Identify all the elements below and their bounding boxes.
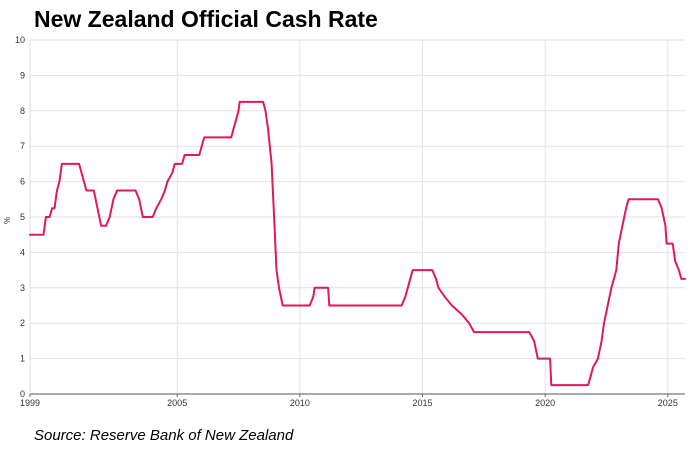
x-tick-label: 2010 (290, 398, 310, 408)
y-tick-label: 4 (20, 247, 25, 257)
x-tick-label: 2015 (412, 398, 432, 408)
x-axis-ticks: 1999 2005 2010 2015 2020 2025 (20, 394, 678, 408)
y-tick-label: 3 (20, 283, 25, 293)
y-tick-label: 8 (20, 106, 25, 116)
source-note: Source: Reserve Bank of New Zealand (34, 427, 294, 444)
y-tick-label: 0 (20, 389, 25, 399)
chart-series (29, 100, 686, 387)
chart-grid (29, 39, 685, 395)
y-tick-label: 5 (20, 212, 25, 222)
y-axis-ticks: 0 1 2 3 4 5 6 7 8 9 10 (15, 35, 25, 399)
y-tick-label: 7 (20, 141, 25, 151)
y-tick-label: 1 (20, 354, 25, 364)
chart-axes (29, 40, 685, 395)
page-title: New Zealand Official Cash Rate (34, 6, 378, 32)
x-tick-label: 2020 (535, 398, 555, 408)
series-line-official-cash-rate (29, 100, 686, 387)
x-tick-label: 1999 (20, 398, 40, 408)
y-tick-label: 2 (20, 318, 25, 328)
y-tick-label: 6 (20, 177, 25, 187)
y-tick-label: 10 (15, 35, 25, 45)
y-axis-label: % (2, 217, 11, 224)
x-tick-label: 2005 (167, 398, 187, 408)
y-tick-label: 9 (20, 70, 25, 80)
x-tick-label: 2025 (658, 398, 678, 408)
